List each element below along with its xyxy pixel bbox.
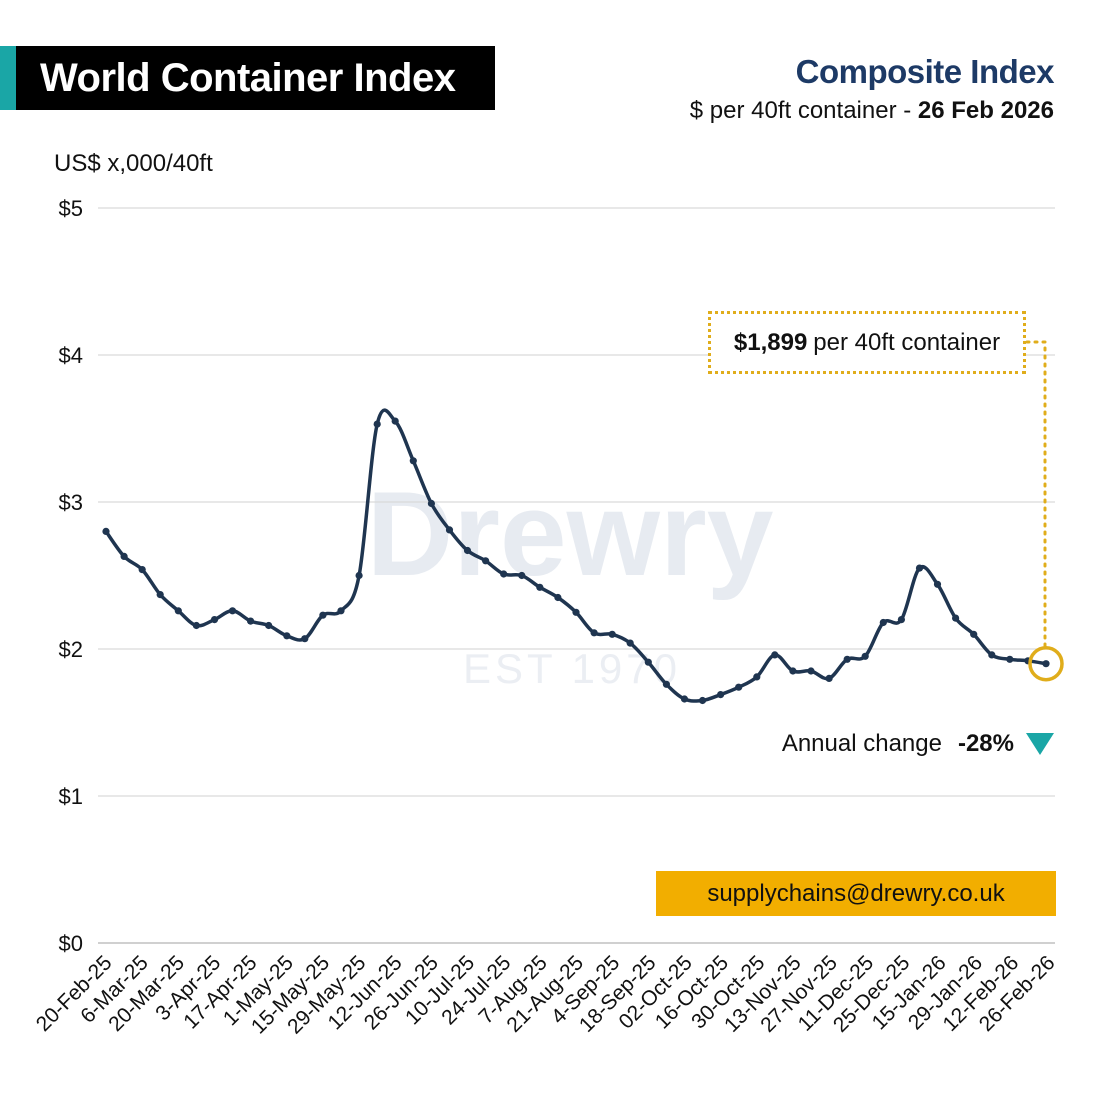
data-point [247, 617, 255, 625]
page-title: World Container Index [40, 56, 456, 100]
data-point [771, 651, 779, 659]
drewry-watermark: Drewry EST 1970 [367, 467, 774, 692]
subtitle-prefix: $ per 40ft container - [689, 97, 918, 124]
data-point [626, 639, 634, 647]
data-point [482, 557, 490, 565]
data-point [174, 607, 182, 615]
data-point [427, 499, 435, 508]
latest-value: $1,899 [733, 328, 808, 356]
data-point [861, 652, 869, 660]
data-point [915, 564, 924, 572]
latest-value-callout: $1,899 per 40ft container [708, 311, 1026, 374]
data-point [807, 667, 815, 675]
data-point [102, 527, 110, 536]
data-point [355, 571, 363, 580]
x-axis: 20-Feb-256-Mar-2520-Mar-253-Apr-2517-Apr… [32, 951, 1060, 1038]
annual-change-value: -28% [957, 730, 1014, 757]
data-point [735, 683, 743, 691]
data-point [1006, 655, 1014, 663]
y-tick-label: $5 [59, 196, 83, 221]
series-points [102, 417, 1050, 705]
y-tick-label: $0 [59, 931, 83, 956]
title-block: World Container Index [0, 46, 495, 110]
data-point [825, 674, 833, 683]
subtitle-date: 26 Feb 2026 [917, 97, 1054, 124]
data-point [391, 417, 399, 425]
annotation-leader [1025, 340, 1047, 649]
data-point [373, 420, 381, 428]
data-point [265, 621, 273, 630]
annual-change: Annual change -28% [782, 730, 1054, 758]
data-point [138, 566, 146, 574]
data-point [644, 658, 652, 666]
data-point [662, 680, 671, 688]
data-point [1042, 660, 1050, 668]
grid-lines [98, 207, 1055, 944]
title-background [16, 46, 495, 110]
data-point [988, 651, 996, 659]
data-point [409, 457, 417, 465]
data-point [536, 583, 544, 591]
data-point [554, 593, 562, 602]
annual-change-label: Annual change [781, 730, 942, 757]
y-tick-label: $3 [59, 490, 83, 515]
y-tick-label: $1 [59, 784, 83, 809]
data-point [228, 607, 237, 615]
data-point [120, 552, 128, 561]
y-axis-unit: US$ x,000/40ft [54, 150, 213, 177]
last-point-highlight [1028, 645, 1064, 682]
data-point [301, 635, 309, 643]
subtitle-sub: $ per 40ft container - 26 Feb 2026 [690, 94, 1054, 128]
data-point [590, 629, 598, 637]
data-point [283, 632, 291, 640]
data-point [680, 695, 689, 703]
data-point [337, 607, 345, 615]
data-point [970, 630, 978, 638]
latest-value-text: per 40ft container [813, 328, 1001, 356]
data-point [879, 618, 887, 627]
data-point [753, 673, 761, 681]
title-accent-bar [0, 46, 16, 110]
data-point [518, 571, 526, 580]
data-point [192, 621, 200, 630]
data-point [445, 526, 454, 534]
subtitle-block: Composite Index $ per 40ft container - 2… [690, 52, 1055, 128]
data-point [952, 614, 960, 622]
data-point [789, 667, 797, 675]
data-point [463, 546, 472, 555]
subtitle-main: Composite Index [795, 53, 1055, 90]
y-axis: $0 $1 $2 $3 $4 $5 [59, 196, 83, 956]
contact-email[interactable]: supplychains@drewry.co.uk [656, 871, 1056, 916]
down-triangle-icon [1026, 733, 1054, 755]
watermark-brand: Drewry [367, 467, 774, 601]
data-point [843, 655, 851, 663]
data-point [608, 630, 616, 638]
data-point [572, 608, 580, 616]
data-point [897, 616, 906, 624]
watermark-est: EST 1970 [463, 645, 681, 692]
data-point [698, 696, 707, 705]
data-point [717, 691, 725, 699]
data-point [933, 580, 942, 588]
data-point [156, 591, 164, 599]
data-point [500, 570, 508, 578]
y-tick-label: $2 [59, 637, 83, 662]
y-tick-label: $4 [59, 343, 83, 368]
data-point [210, 616, 219, 624]
data-point [319, 611, 327, 619]
